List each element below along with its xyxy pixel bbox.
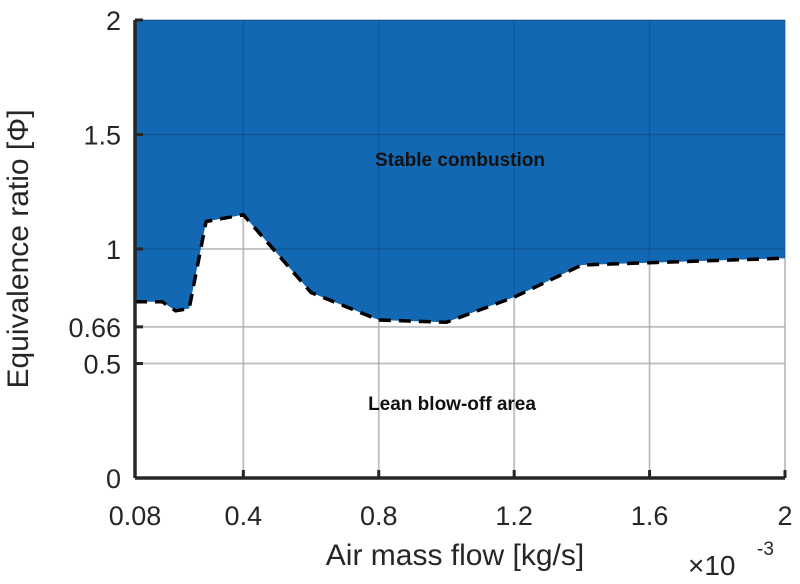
annotation-lean-blowoff: Lean blow-off area: [368, 394, 536, 415]
y-tick-label: 0: [106, 464, 121, 494]
annotation-stable-combustion: Stable combustion: [375, 150, 545, 171]
y-axis-label: Equivalence ratio [Φ]: [2, 109, 35, 388]
x-tick-label: 1.6: [631, 501, 669, 531]
axes: [133, 18, 787, 480]
x-tick-label: 0.8: [360, 501, 398, 531]
stable-combustion-region: [135, 20, 785, 323]
y-tick-label: 0.5: [83, 350, 121, 380]
y-tick-labels: 0 0.5 0.66 1 1.5 2: [68, 6, 121, 494]
y-tick-label: 1.5: [83, 121, 121, 151]
x-tick-label: 2: [777, 501, 792, 531]
x-tick-label: 0.4: [225, 501, 263, 531]
x-tick-label: 1.2: [495, 501, 533, 531]
x-axis-label: Air mass flow [kg/s]: [326, 539, 584, 572]
lean-blowoff-boundary-line: [135, 212, 786, 325]
x-multiplier-exponent: -3: [757, 539, 774, 560]
y-tick-label: 0.66: [68, 313, 121, 343]
x-multiplier: ×10 -3: [688, 539, 774, 581]
x-multiplier-base: ×10: [688, 550, 736, 581]
y-tick-label: 2: [106, 6, 121, 36]
x-tick-label: 0.08: [109, 501, 162, 531]
y-tick-label: 1: [106, 235, 121, 265]
x-tick-labels: 0.08 0.4 0.8 1.2 1.6 2: [109, 501, 793, 531]
